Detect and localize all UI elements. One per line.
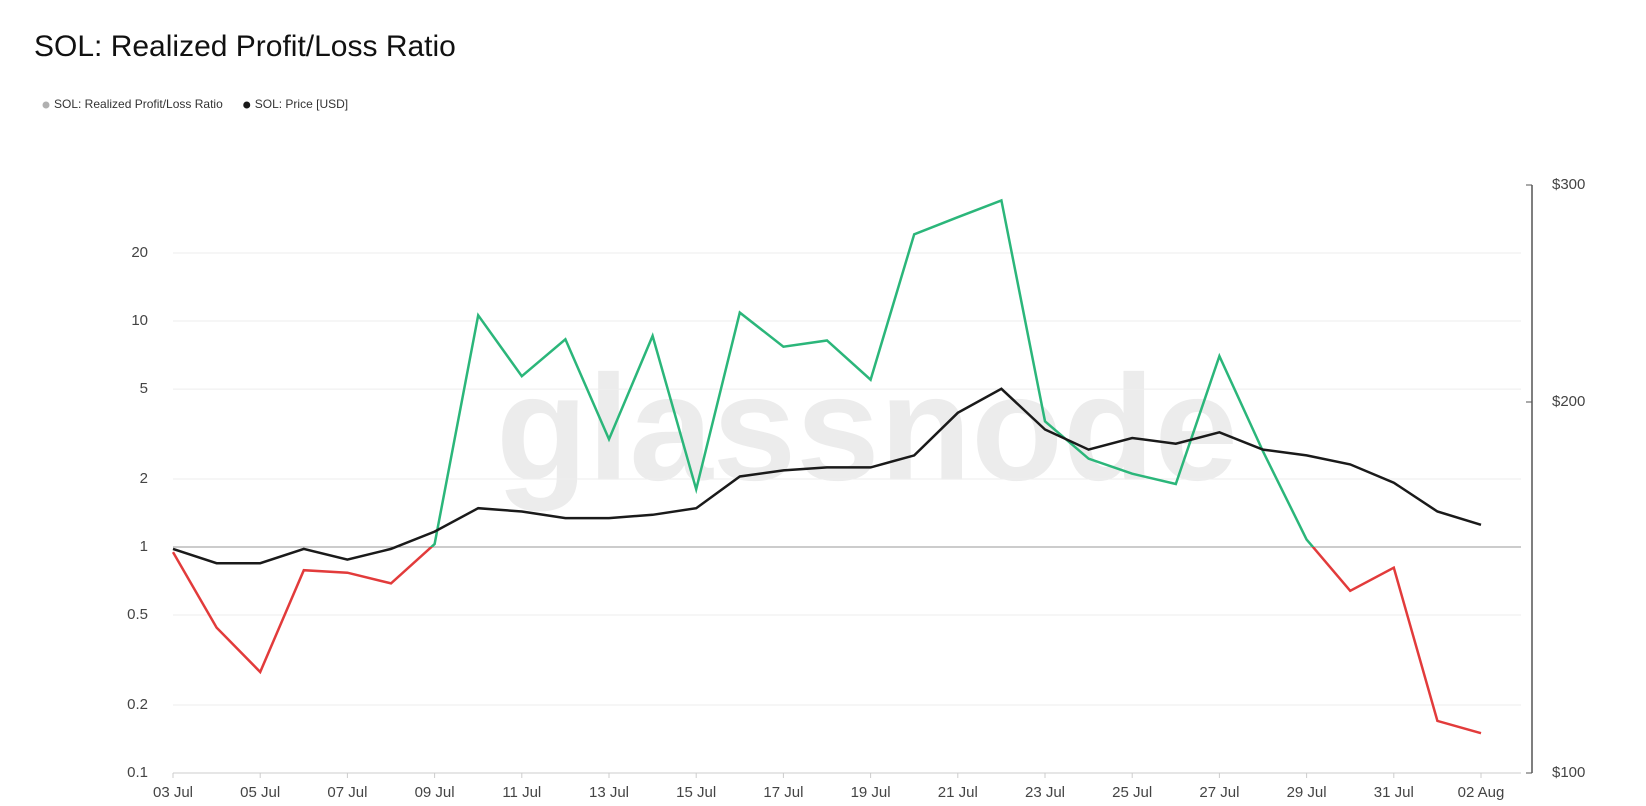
legend-label: SOL: Realized Profit/Loss Ratio	[54, 97, 223, 111]
chart-title: SOL: Realized Profit/Loss Ratio	[34, 30, 456, 63]
x-tick-label: 09 Jul	[415, 784, 455, 801]
legend-marker	[42, 101, 50, 109]
x-tick-label: 17 Jul	[763, 784, 803, 801]
legend-marker	[243, 101, 251, 109]
y2-tick-label: $300	[1552, 176, 1585, 193]
y-tick-label: 20	[131, 244, 148, 261]
y-tick-label: 5	[140, 380, 148, 397]
y-tick-label: 1	[140, 538, 148, 555]
x-tick-label: 02 Aug	[1458, 784, 1505, 801]
y2-tick-label: $200	[1552, 393, 1585, 410]
x-tick-label: 23 Jul	[1025, 784, 1065, 801]
y-tick-label: 10	[131, 312, 148, 329]
watermark: glassnode	[496, 344, 1238, 512]
y-tick-label: 0.5	[127, 606, 148, 623]
x-tick-label: 13 Jul	[589, 784, 629, 801]
y-tick-label: 0.2	[127, 696, 148, 713]
x-tick-label: 07 Jul	[327, 784, 367, 801]
y-tick-label: 0.1	[127, 764, 148, 781]
y-tick-label: 2	[140, 470, 148, 487]
x-tick-label: 25 Jul	[1112, 784, 1152, 801]
ratio-line-below	[171, 547, 1482, 735]
ratio-line-above	[429, 198, 1315, 548]
price-line	[172, 387, 1482, 565]
x-tick-label: 05 Jul	[240, 784, 280, 801]
x-tick-label: 29 Jul	[1287, 784, 1327, 801]
x-tick-label: 21 Jul	[938, 784, 978, 801]
x-tick-label: 19 Jul	[851, 784, 891, 801]
legend-label: SOL: Price [USD]	[255, 97, 348, 111]
x-tick-label: 27 Jul	[1199, 784, 1239, 801]
x-tick-label: 11 Jul	[502, 784, 541, 801]
x-tick-label: 31 Jul	[1374, 784, 1414, 801]
x-tick-label: 15 Jul	[676, 784, 716, 801]
y2-tick-label: $100	[1552, 764, 1585, 781]
x-tick-label: 03 Jul	[153, 784, 193, 801]
